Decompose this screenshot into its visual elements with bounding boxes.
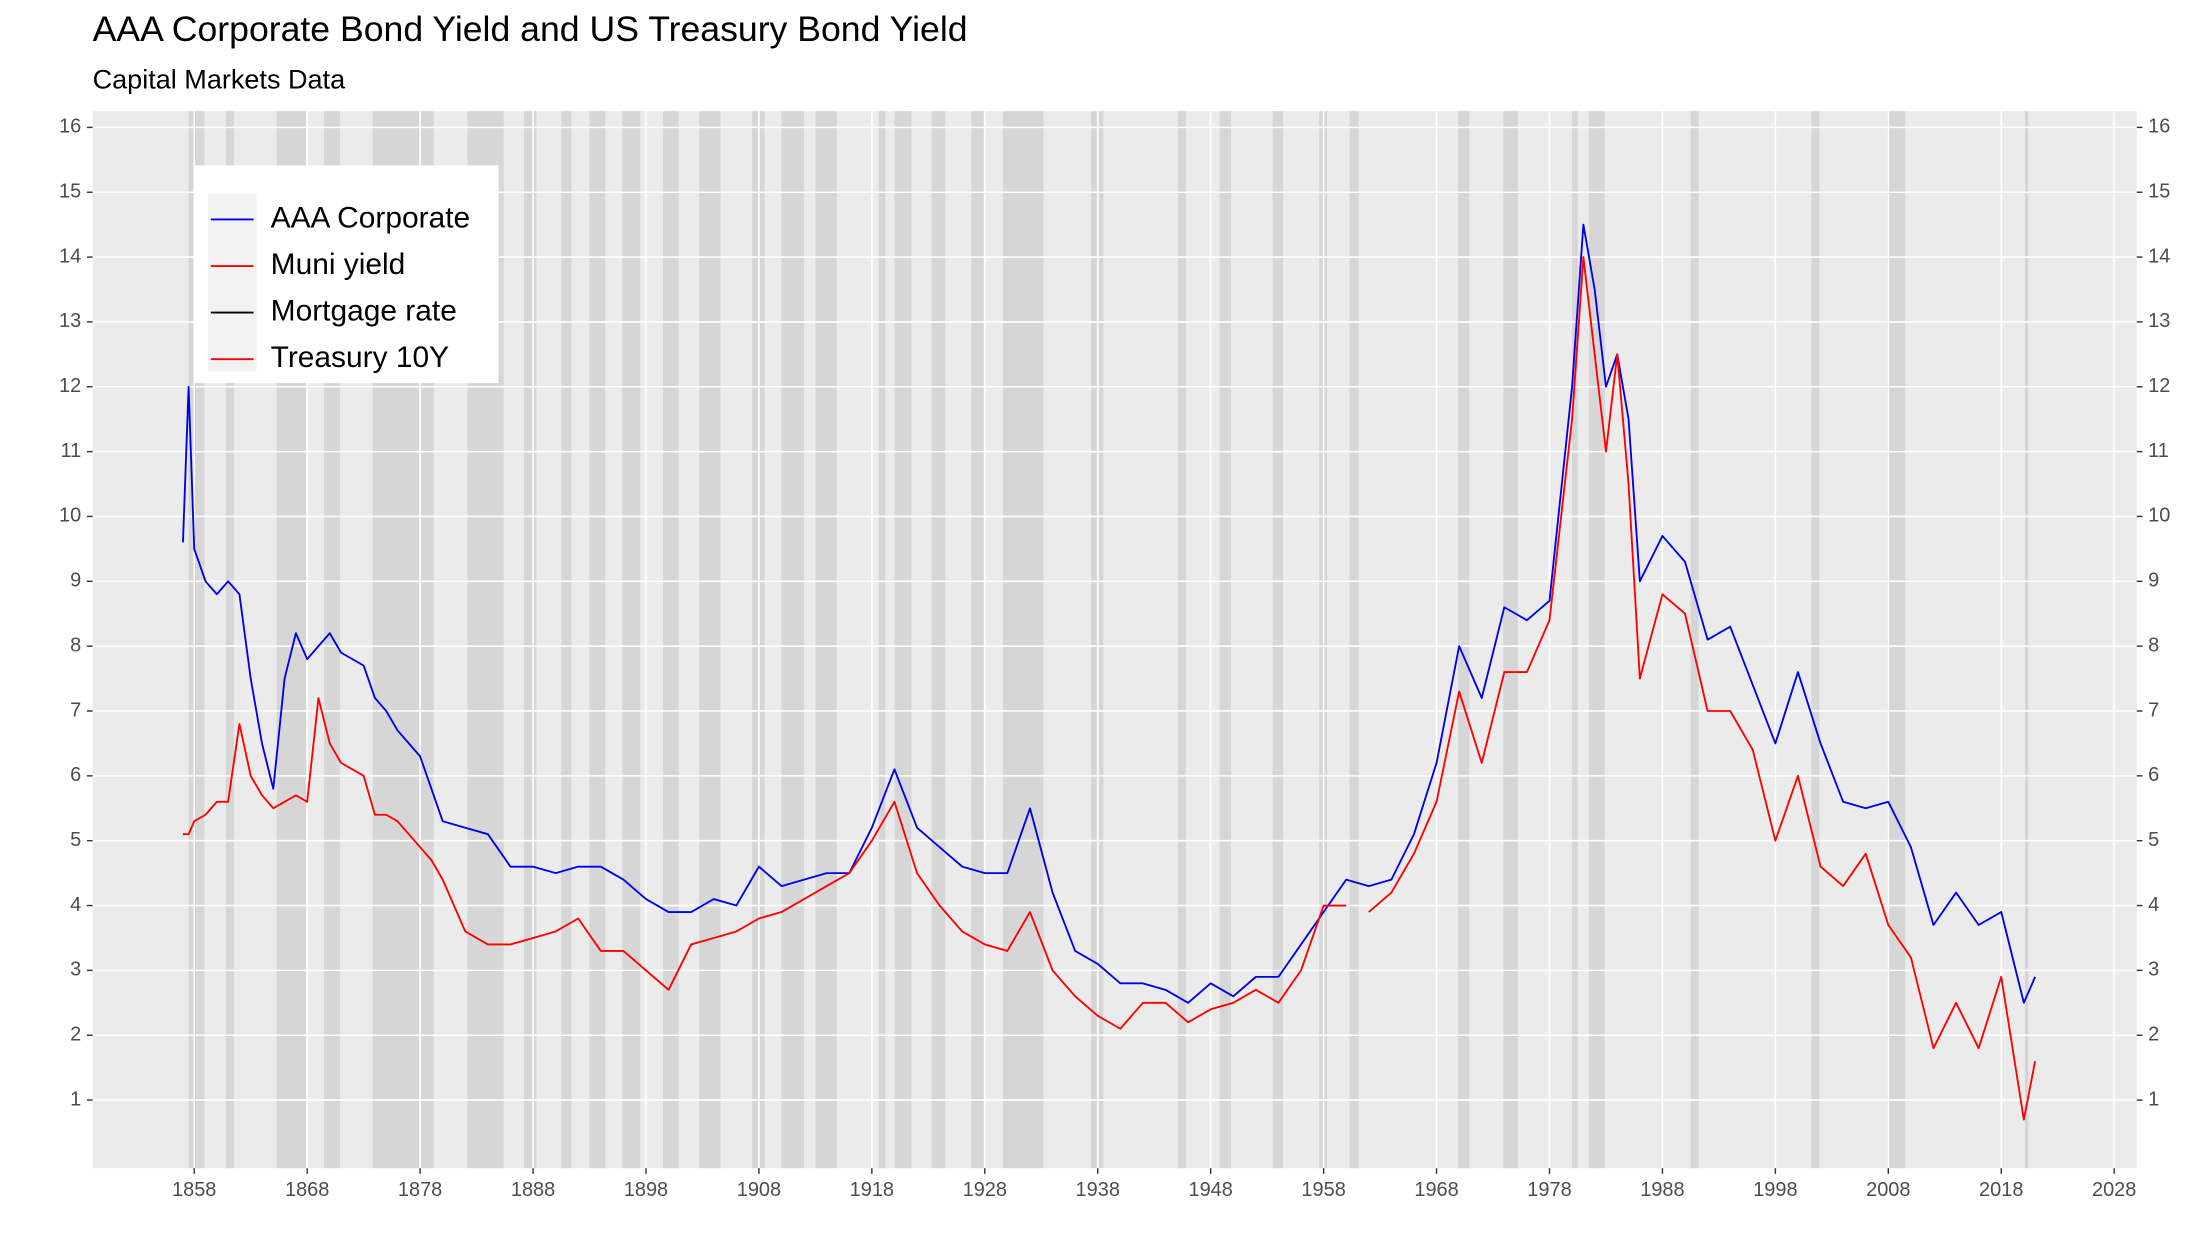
x-tick-label: 2028 — [2092, 1179, 2136, 1201]
x-tick-label: 2008 — [1866, 1179, 1910, 1201]
legend-label: AAA Corporate — [271, 201, 471, 234]
shaded-period — [1272, 111, 1283, 1169]
x-tick-label: 1878 — [398, 1179, 442, 1201]
grid-layer — [92, 111, 2137, 1169]
y2-tick-label: 15 — [2148, 180, 2170, 202]
series-line — [182, 697, 1347, 1030]
y-tick-label: 16 — [59, 116, 81, 138]
x-tick-label: 1918 — [850, 1179, 894, 1201]
legend-key-bg — [207, 193, 257, 372]
shaded-period — [1458, 111, 1470, 1169]
x-tick-label: 1908 — [737, 1179, 781, 1201]
shaded-period — [589, 111, 606, 1169]
series-line — [1368, 256, 2037, 1121]
y2-tick-label: 16 — [2148, 116, 2170, 138]
x-tick-label: 1858 — [172, 1179, 216, 1201]
y-tick-label: 14 — [59, 245, 81, 267]
legend: AAA Corporate Muni yield Mortgage rate Trea… — [193, 165, 499, 383]
shaded-period — [2024, 111, 2029, 1169]
x-tick-label: 1948 — [1189, 1179, 1233, 1201]
x-tick-label: 1988 — [1640, 1179, 1684, 1201]
shaded-period — [1589, 111, 1605, 1169]
shaded-period — [894, 111, 912, 1169]
y2-tick-label: 2 — [2148, 1023, 2159, 1045]
shaded-period — [878, 111, 886, 1169]
y-tick-label: 5 — [70, 829, 81, 851]
x-tick-label: 1928 — [963, 1179, 1007, 1201]
shaded-period — [524, 111, 537, 1169]
y-tick-label: 4 — [70, 894, 81, 916]
y-tick-label: 3 — [70, 959, 81, 981]
axes-layer: 1234567891011121314151612345678910111213… — [59, 116, 2170, 1202]
shaded-period — [781, 111, 805, 1169]
x-tick-label: 1888 — [511, 1179, 555, 1201]
shaded-period — [1219, 111, 1232, 1169]
y2-tick-label: 9 — [2148, 570, 2159, 592]
y-tick-label: 15 — [59, 180, 81, 202]
x-tick-label: 2018 — [1979, 1179, 2023, 1201]
y-tick-label: 2 — [70, 1023, 81, 1045]
x-tick-label: 1998 — [1753, 1179, 1797, 1201]
shaded-period — [815, 111, 837, 1169]
y2-tick-label: 1 — [2148, 1088, 2159, 1110]
x-tick-label: 1968 — [1414, 1179, 1458, 1201]
y2-tick-label: 4 — [2148, 894, 2159, 916]
shaded-period — [1811, 111, 1820, 1169]
shaded-period — [1177, 111, 1186, 1169]
x-tick-label: 1938 — [1076, 1179, 1120, 1201]
chart-subtitle: Capital Markets Data — [93, 64, 346, 94]
shaded-period — [1503, 111, 1518, 1169]
shaded-period — [971, 111, 984, 1169]
y2-tick-label: 10 — [2148, 505, 2170, 527]
y-tick-label: 8 — [70, 634, 81, 656]
y2-tick-label: 13 — [2148, 310, 2170, 332]
y-tick-label: 11 — [60, 440, 81, 462]
lines-layer — [182, 223, 2037, 1121]
y-tick-label: 13 — [59, 310, 81, 332]
y-tick-label: 7 — [70, 699, 81, 721]
y-tick-label: 10 — [59, 505, 81, 527]
shaded-period — [225, 111, 234, 1169]
y2-tick-label: 5 — [2148, 829, 2159, 851]
shaded-period — [699, 111, 721, 1169]
y2-tick-label: 3 — [2148, 959, 2159, 981]
shaded-period — [561, 111, 572, 1169]
y-tick-label: 6 — [70, 764, 81, 786]
x-tick-label: 1898 — [624, 1179, 668, 1201]
legend-label: Muni yield — [271, 248, 406, 281]
y-tick-label: 1 — [70, 1088, 81, 1110]
shaded-period — [1002, 111, 1044, 1169]
x-tick-label: 1978 — [1527, 1179, 1571, 1201]
y2-tick-label: 12 — [2148, 375, 2170, 397]
shaded-period — [622, 111, 641, 1169]
y2-tick-label: 6 — [2148, 764, 2159, 786]
y2-tick-label: 14 — [2148, 245, 2170, 267]
shaded-period — [931, 111, 946, 1169]
y2-tick-label: 8 — [2148, 634, 2159, 656]
chart-title: AAA Corporate Bond Yield and US Treasury… — [93, 9, 968, 49]
y2-tick-label: 11 — [2148, 440, 2169, 462]
shaded-period — [662, 111, 679, 1169]
shaded-period — [1690, 111, 1699, 1169]
y-tick-label: 12 — [59, 375, 81, 397]
x-tick-label: 1868 — [285, 1179, 329, 1201]
y2-tick-label: 7 — [2148, 699, 2159, 721]
y-tick-label: 9 — [70, 570, 81, 592]
shaded-period — [1349, 111, 1359, 1169]
legend-label: Mortgage rate — [271, 295, 457, 328]
shaded-period — [1887, 111, 1906, 1169]
series-line — [182, 223, 2036, 1004]
shaded-period — [1572, 111, 1578, 1169]
x-tick-label: 1958 — [1301, 1179, 1345, 1201]
legend-label: Treasury 10Y — [271, 341, 449, 374]
